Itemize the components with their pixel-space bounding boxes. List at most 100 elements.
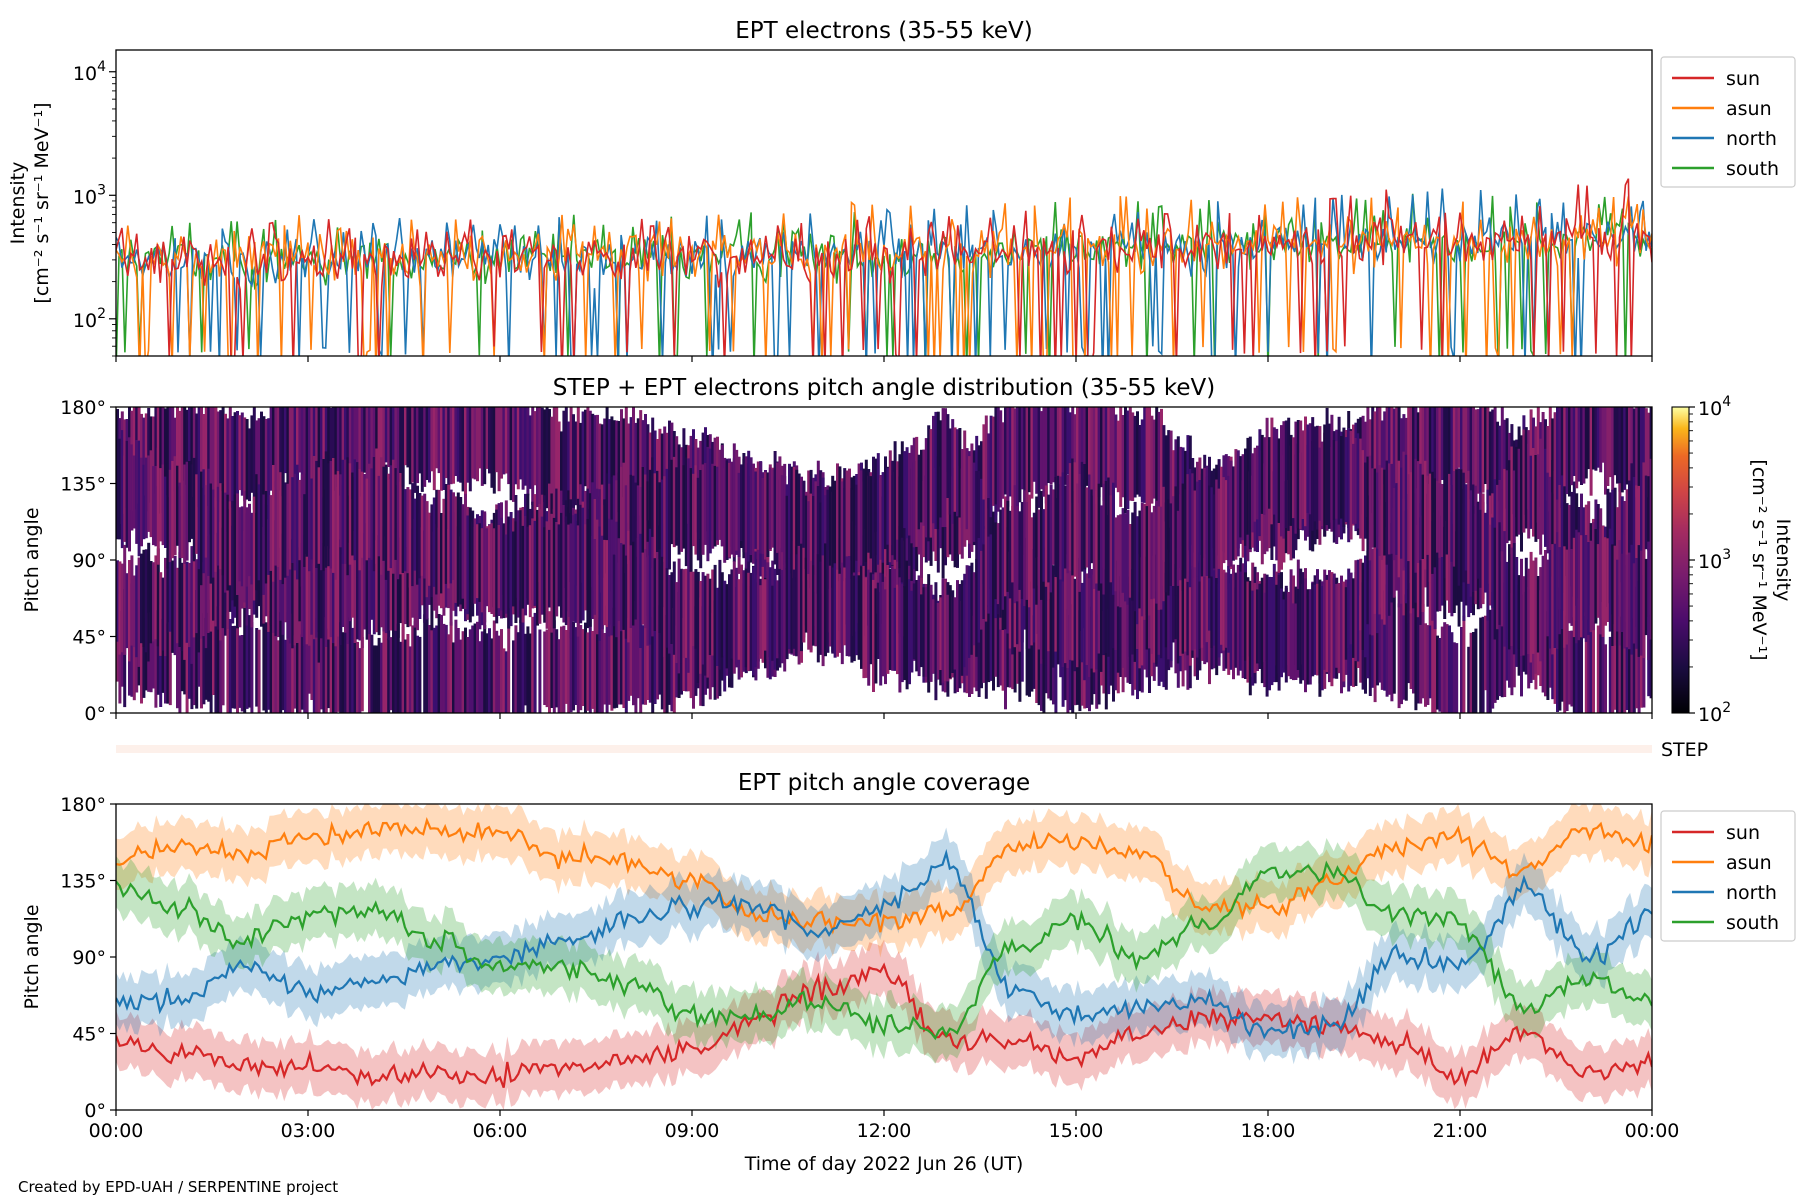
- heatmap-cell: [137, 440, 141, 557]
- heatmap-cell: [1016, 609, 1019, 684]
- heatmap-cell: [629, 545, 633, 628]
- heatmap-cell: [665, 568, 669, 648]
- heatmap-cell: [908, 452, 911, 536]
- heatmap-cell: [296, 464, 299, 580]
- heatmap-cell: [315, 460, 319, 568]
- heatmap-cell: [308, 466, 311, 572]
- heatmap-cell: [1445, 476, 1449, 555]
- heatmap-cell: [1635, 558, 1639, 649]
- heatmap-cell: [120, 563, 124, 653]
- heatmap-cell: [173, 556, 177, 656]
- heatmap-cell: [1136, 411, 1139, 495]
- heatmap-cell: [267, 418, 271, 505]
- heatmap-cell: [281, 533, 285, 635]
- heatmap-cell: [874, 458, 878, 573]
- heatmap-cell: [236, 493, 239, 595]
- heatmap-cell: [140, 604, 143, 704]
- heatmap-cell: [1011, 539, 1015, 655]
- heatmap-cell: [536, 509, 539, 626]
- heatmap-cell: [1277, 438, 1281, 523]
- heatmap-cell: [1186, 474, 1190, 582]
- heatmap-cell: [396, 407, 400, 486]
- heatmap-cell: [819, 561, 823, 655]
- heatmap-cell: [228, 619, 232, 713]
- heatmap-cell: [624, 485, 628, 573]
- heatmap-cell: [380, 407, 383, 487]
- heatmap-cell: [588, 520, 592, 627]
- heatmap-cell: [951, 590, 955, 673]
- heatmap-cell: [185, 561, 189, 643]
- heatmap-cell: [1548, 614, 1552, 688]
- heatmap-cell: [1402, 451, 1406, 571]
- heatmap-cell: [1095, 564, 1099, 670]
- heatmap-cell: [1042, 509, 1046, 582]
- heatmap-cell: [197, 407, 201, 508]
- heatmap-cell: [144, 618, 148, 691]
- heatmap-cell: [735, 567, 739, 668]
- heatmap-cell: [528, 415, 532, 489]
- heatmap-cell: [848, 556, 851, 657]
- heatmap-cell: [1217, 560, 1221, 658]
- heatmap-cell: [286, 611, 290, 713]
- heatmap-cell: [1469, 490, 1473, 597]
- heatmap-cell: [1301, 430, 1305, 519]
- heatmap-cell: [1020, 407, 1024, 490]
- heatmap-cell: [279, 547, 283, 621]
- heatmap-cell: [377, 535, 381, 636]
- heatmap-cell: [1222, 477, 1226, 564]
- heatmap-cell: [1416, 610, 1420, 704]
- heatmap-cell: [888, 450, 892, 563]
- heatmap-cell: [1037, 557, 1041, 650]
- heatmap-cell: [867, 569, 871, 686]
- middle-x-ticks: [115, 713, 1653, 719]
- heatmap-cell: [1361, 450, 1365, 552]
- heatmap-cell: [1505, 602, 1509, 681]
- heatmap-cell: [963, 573, 967, 668]
- heatmap-cell: [569, 632, 573, 713]
- heatmap-cell: [1635, 485, 1639, 587]
- heatmap-cell: [1493, 527, 1497, 640]
- heatmap-cell: [384, 407, 388, 463]
- heatmap-cell: [749, 572, 753, 671]
- heatmap-cell: [358, 648, 362, 713]
- heatmap-cell: [646, 424, 650, 521]
- heatmap-cell: [838, 573, 842, 653]
- heatmap-cell: [1438, 483, 1442, 558]
- heatmap-cell: [320, 540, 323, 639]
- heatmap-cell: [1522, 429, 1526, 533]
- heatmap-cell: [1570, 630, 1574, 707]
- heatmap-cell: [190, 546, 194, 664]
- heatmap-cell: [1380, 505, 1384, 620]
- heatmap-cell: [1066, 474, 1070, 574]
- heatmap-cell: [1311, 583, 1315, 677]
- heatmap-cell: [478, 407, 482, 469]
- heatmap-cell: [382, 466, 386, 561]
- heatmap-cell: [934, 411, 938, 529]
- heatmap-cell: [336, 407, 340, 488]
- heatmap-cell: [1037, 407, 1041, 508]
- heatmap-cell: [1428, 608, 1432, 699]
- heatmap-cell: [471, 407, 475, 479]
- heatmap-cell: [257, 629, 261, 713]
- heatmap-cell: [248, 503, 251, 577]
- heatmap-cell: [334, 474, 338, 580]
- heatmap-cell: [1018, 407, 1022, 503]
- heatmap-cell: [718, 456, 722, 535]
- heatmap-cell: [1023, 490, 1027, 607]
- heatmap-cell: [584, 622, 587, 713]
- heatmap-cell: [600, 535, 604, 630]
- heatmap-cell: [1368, 549, 1372, 635]
- heatmap-cell: [1299, 568, 1303, 684]
- heatmap-cell: [569, 407, 573, 514]
- heatmap-cell: [171, 407, 175, 505]
- heatmap-cell: [372, 457, 376, 572]
- heatmap-cell: [1368, 455, 1372, 561]
- heatmap-cell: [257, 418, 261, 493]
- heatmap-cell: [675, 467, 679, 546]
- heatmap-cell: [1220, 474, 1223, 574]
- heatmap-cell: [1460, 469, 1463, 586]
- heatmap-cell: [1637, 485, 1641, 581]
- heatmap-cell: [418, 493, 422, 579]
- heatmap-cell: [327, 463, 331, 567]
